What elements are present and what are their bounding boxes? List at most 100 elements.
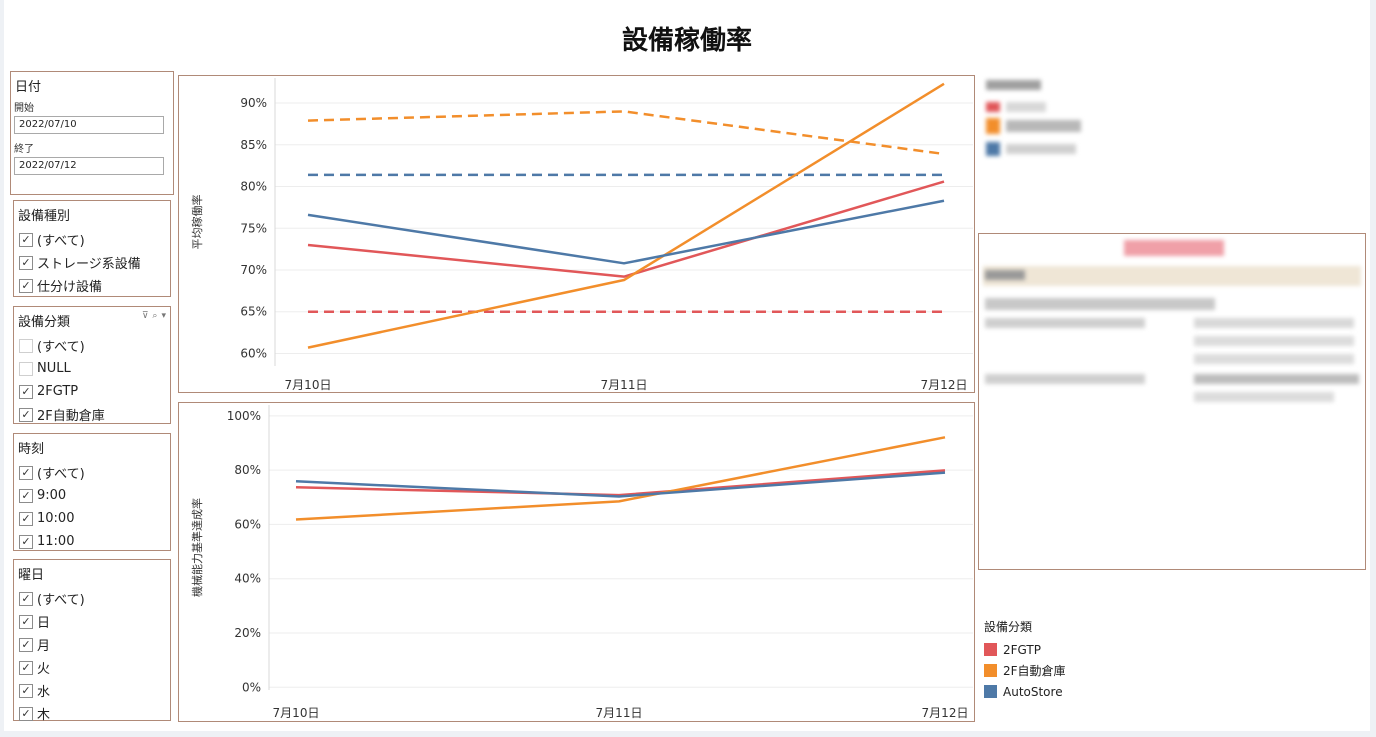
reference-line	[307, 110, 945, 156]
redacted-block	[985, 318, 1145, 328]
filter-option[interactable]: NULL	[19, 357, 170, 380]
checkbox-checked-icon[interactable]: ✓	[19, 706, 33, 721]
filter-option[interactable]: ✓ 仕分け設備	[19, 274, 170, 297]
filter-option-label: 10:00	[37, 511, 75, 526]
filter-option-label: 木	[37, 708, 51, 723]
filter-option-label: 2F自動倉庫	[37, 409, 105, 424]
date-filter-title: 日付	[15, 80, 42, 95]
dashboard-title: 設備稼働率	[621, 26, 752, 56]
legend-item[interactable]: AutoStore	[984, 681, 1066, 702]
checkbox-checked-icon[interactable]: ✓	[19, 683, 33, 698]
x-tick-label: 7月10日	[285, 378, 332, 392]
filter-option-label: 月	[37, 639, 51, 654]
time-filter-title: 時刻	[18, 442, 45, 457]
y-tick-label: 65%	[240, 305, 267, 319]
filter-option-label: 火	[37, 662, 51, 677]
filter-option[interactable]: ✓ (すべて)	[19, 461, 170, 484]
checkbox-unchecked-icon[interactable]	[19, 338, 33, 353]
equipment-class-filter-panel: ⊽ ⌕ ▾ 設備分類 (すべて) NULL ✓ 2FGTP ✓ 2F自動倉庫	[13, 306, 171, 424]
checkbox-checked-icon[interactable]: ✓	[19, 488, 33, 503]
dropdown-icon[interactable]: ▾	[161, 311, 166, 321]
y-tick-label: 40%	[234, 572, 261, 586]
time-filter-panel: 時刻 ✓ (すべて) ✓ 9:00 ✓ 10:00 ✓ 11:00	[13, 433, 171, 551]
redacted-block	[985, 270, 1025, 280]
checkbox-checked-icon[interactable]: ✓	[19, 534, 33, 549]
filter-option[interactable]: ✓ 月	[19, 633, 170, 656]
legend-label: 2F自動倉庫	[1003, 664, 1066, 678]
y-tick-label: 20%	[234, 626, 261, 640]
legend-label: 2FGTP	[1003, 642, 1041, 657]
clear-filter-icon[interactable]: ⊽	[141, 311, 149, 321]
checkbox-checked-icon[interactable]: ✓	[19, 591, 33, 606]
checkbox-checked-icon[interactable]: ✓	[19, 614, 33, 629]
series-line	[295, 469, 946, 497]
y-tick-label: 80%	[234, 463, 261, 477]
checkbox-checked-icon[interactable]: ✓	[19, 278, 33, 293]
filter-option[interactable]: ✓ 10:00	[19, 507, 170, 530]
y-tick-label: 60%	[234, 517, 261, 531]
date-filter-panel: 日付 開始 2022/07/10 終了 2022/07/12	[10, 71, 174, 195]
y-axis-title: 平均稼働率	[190, 195, 204, 250]
filter-option[interactable]: ✓ ストレージ系設備	[19, 251, 170, 274]
checkbox-checked-icon[interactable]: ✓	[19, 255, 33, 270]
checkbox-checked-icon[interactable]: ✓	[19, 637, 33, 652]
filter-option-label: (すべて)	[37, 340, 85, 355]
checkbox-checked-icon[interactable]: ✓	[19, 660, 33, 675]
filter-option[interactable]: ✓ 日	[19, 610, 170, 633]
redacted-block	[986, 102, 1000, 112]
filter-option[interactable]: ✓ 2FGTP	[19, 380, 170, 403]
y-tick-label: 90%	[240, 96, 267, 110]
legend-swatch	[984, 685, 997, 698]
utilization-chart: 60% 65% 70% 75% 80% 85% 90% 7月10日 7月11日 7月12日 平均稼働…	[190, 78, 973, 392]
legend-item[interactable]: 2FGTP	[984, 639, 1066, 660]
series-line	[307, 180, 945, 278]
start-date-input[interactable]: 2022/07/10	[14, 116, 164, 134]
filter-option[interactable]: ✓ 2F自動倉庫	[19, 403, 170, 426]
y-tick-label: 60%	[240, 346, 267, 360]
achievement-chart: 0% 20% 40% 60% 80% 100% 7月10日 7月11日 7月12日 機械能力基準達…	[190, 405, 973, 720]
search-icon[interactable]: ⌕	[152, 311, 158, 321]
redacted-block	[1194, 354, 1354, 364]
legend: 設備分類 2FGTP 2F自動倉庫 AutoStore	[984, 618, 1066, 702]
filter-option[interactable]: ✓ (すべて)	[19, 587, 170, 610]
legend-item[interactable]: 2F自動倉庫	[984, 660, 1066, 681]
filter-option-label: (すべて)	[37, 467, 85, 482]
filter-option-label: NULL	[37, 361, 71, 376]
x-tick-label: 7月12日	[922, 706, 969, 720]
utilization-chart-panel: 60% 65% 70% 75% 80% 85% 90% 7月10日 7月11日 7月12日 平均稼働…	[178, 75, 975, 393]
filter-option[interactable]: ✓ 水	[19, 679, 170, 702]
y-tick-label: 70%	[240, 263, 267, 277]
redacted-block	[1194, 318, 1354, 328]
checkbox-checked-icon[interactable]: ✓	[19, 232, 33, 247]
checkbox-checked-icon[interactable]: ✓	[19, 384, 33, 399]
checkbox-checked-icon[interactable]: ✓	[19, 407, 33, 422]
filter-option-label: 2FGTP	[37, 384, 79, 399]
filter-option[interactable]: ✓ (すべて)	[19, 228, 170, 251]
filter-option[interactable]: ✓ 木	[19, 702, 170, 725]
checkbox-checked-icon[interactable]: ✓	[19, 465, 33, 480]
filter-option[interactable]: ✓ 9:00	[19, 484, 170, 507]
filter-option-label: 仕分け設備	[37, 280, 103, 295]
weekday-filter-title: 曜日	[18, 568, 45, 583]
redacted-block	[985, 374, 1145, 384]
filter-option[interactable]: ✓ 火	[19, 656, 170, 679]
legend-swatch	[984, 643, 997, 656]
end-date-input[interactable]: 2022/07/12	[14, 157, 164, 175]
checkbox-checked-icon[interactable]: ✓	[19, 511, 33, 526]
y-tick-label: 100%	[227, 409, 261, 423]
filter-option-label: (すべて)	[37, 234, 85, 249]
end-date-label: 終了	[14, 144, 34, 155]
filter-option-label: 水	[37, 685, 51, 700]
filter-option[interactable]: (すべて)	[19, 334, 170, 357]
series-line	[307, 82, 945, 349]
redacted-block	[1006, 102, 1046, 112]
legend-title: 設備分類	[984, 620, 1033, 634]
redacted-legend	[984, 78, 1094, 160]
filter-option-label: ストレージ系設備	[37, 257, 141, 272]
redacted-block	[985, 298, 1215, 310]
x-tick-label: 7月10日	[273, 706, 320, 720]
filter-option[interactable]: ✓ 11:00	[19, 530, 170, 553]
redacted-block	[1124, 240, 1224, 256]
checkbox-unchecked-icon[interactable]	[19, 361, 33, 376]
redacted-block	[983, 266, 1361, 286]
